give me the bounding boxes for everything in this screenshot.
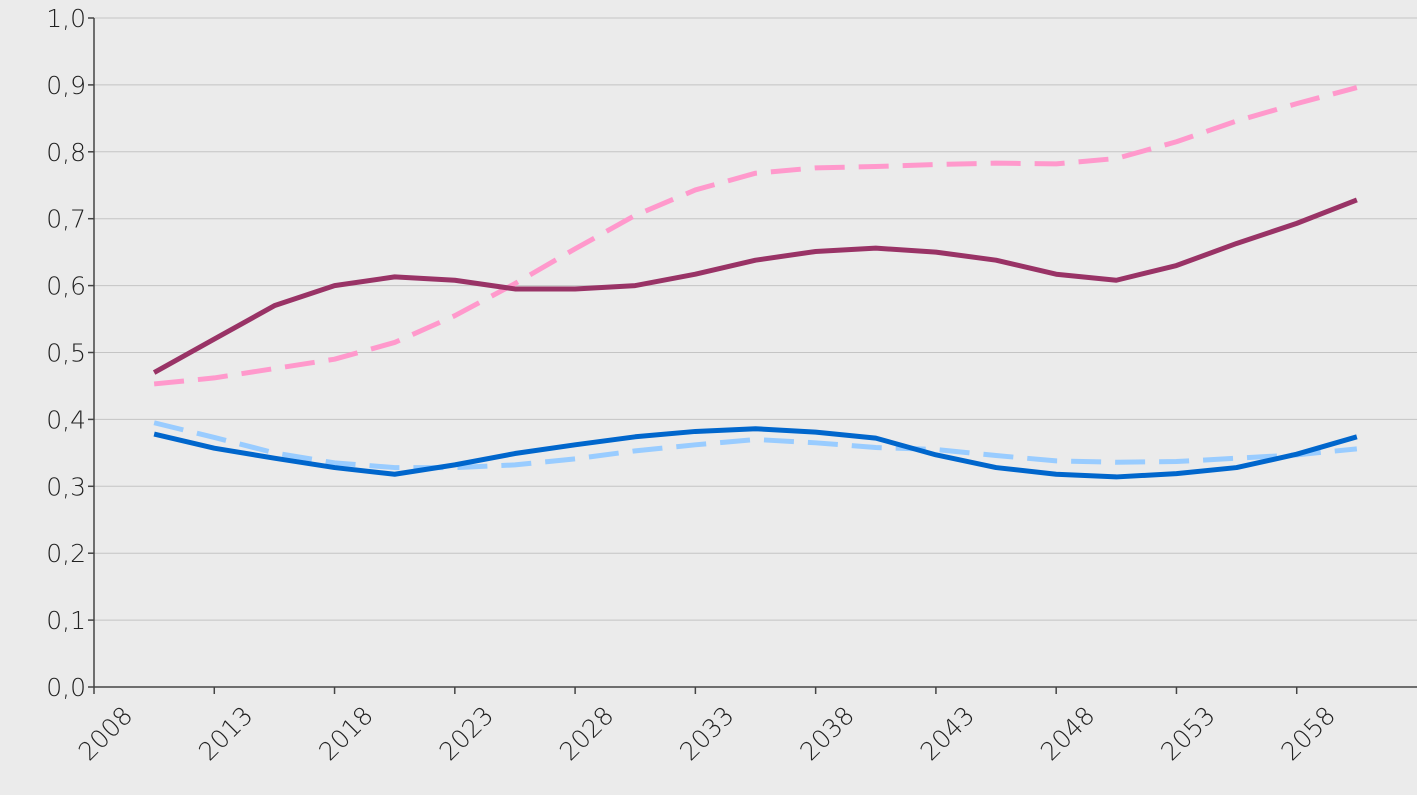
y-tick-label: 0,1 <box>46 606 86 635</box>
y-tick-label: 0,0 <box>46 673 86 702</box>
y-tick-label: 0,9 <box>46 71 86 100</box>
x-tick-label: 2033 <box>674 701 739 766</box>
x-tick-label: 2018 <box>313 701 378 766</box>
y-tick-label: 0,6 <box>46 272 86 301</box>
x-tick-label: 2048 <box>1035 701 1100 766</box>
y-tick-label: 0,7 <box>46 205 86 234</box>
x-tick-label: 2028 <box>554 701 619 766</box>
line-series <box>153 420 1358 471</box>
line-series <box>153 426 1358 480</box>
y-tick-label: 0,2 <box>46 539 86 568</box>
line-series <box>153 85 1358 387</box>
y-tick-label: 0,5 <box>46 339 86 368</box>
y-tick-label: 1,0 <box>46 4 86 33</box>
x-tick-label: 2023 <box>434 701 499 766</box>
y-tick-label: 0,8 <box>46 138 86 167</box>
y-tick-label: 0,3 <box>46 472 86 501</box>
x-tick-label: 2043 <box>915 701 980 766</box>
x-tick-label: 2053 <box>1155 701 1220 766</box>
x-tick-label: 2038 <box>794 701 859 766</box>
x-tick-label: 2008 <box>73 701 138 766</box>
x-tick-label: 2013 <box>193 701 258 766</box>
line-series <box>152 197 1358 375</box>
y-tick-label: 0,4 <box>46 405 86 434</box>
x-tick-label: 2058 <box>1275 701 1340 766</box>
